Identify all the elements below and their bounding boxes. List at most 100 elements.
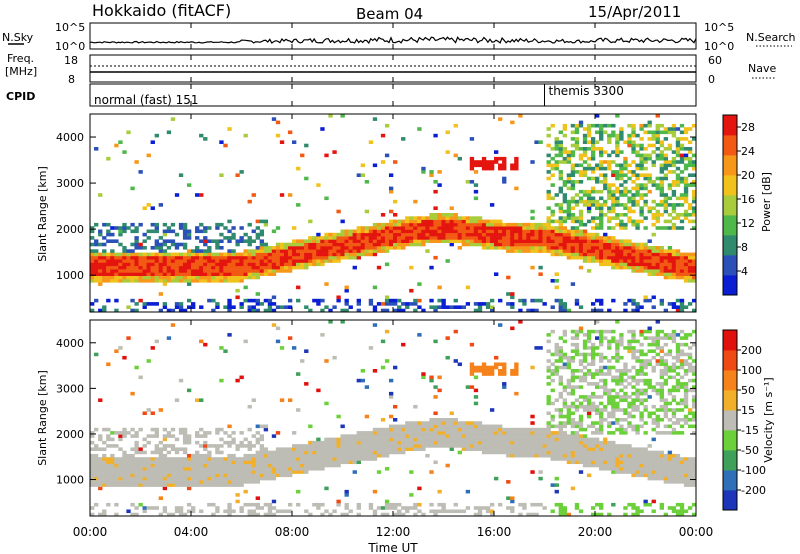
velocity-cell [203,457,208,461]
power-cell [615,147,620,151]
velocity-cell [433,427,438,432]
velocity-cell [279,453,285,458]
power-cell [623,302,628,306]
power-cell [461,305,467,309]
power-cell [372,252,378,257]
velocity-cell [481,506,487,510]
velocity-cell [554,424,559,429]
velocity-cell [126,460,131,465]
power-cell [542,222,547,227]
velocity-cell [199,476,204,481]
power-cell [627,123,632,128]
power-cell [615,262,620,267]
power-cell [421,166,426,171]
velocity-cell [304,470,309,474]
power-cell [679,259,685,263]
velocity-cell [219,444,224,448]
power-cell [623,222,628,227]
velocity-cell [174,506,180,510]
velocity-cell [562,457,568,461]
velocity-cell [461,447,467,451]
velocity-cell [558,382,563,386]
power-cell [146,265,151,270]
velocity-cell [473,421,479,425]
power-cell [425,229,430,234]
velocity-cell [178,460,184,465]
velocity-cell [643,470,648,474]
power-cell [570,183,576,187]
velocity-cell [263,470,269,474]
velocity-cell [247,447,252,451]
power-cell [275,249,281,253]
power-cell [449,232,454,237]
velocity-cell [599,447,604,451]
velocity-cell [550,401,555,406]
velocity-cell [336,502,341,507]
power-cell [453,213,458,217]
velocity-cell [586,440,592,445]
velocity-cell [542,427,547,432]
power-cell [574,180,580,184]
power-cell [150,262,155,267]
power-cell [651,249,656,253]
power-cell [461,226,467,230]
power-cell [538,226,543,230]
velocity-cell [578,447,584,451]
power-cell [691,255,697,260]
power-cell [170,308,176,313]
velocity-cell [566,450,572,455]
power-cell [635,173,640,177]
power-cell [457,232,462,237]
power-cell [142,239,147,243]
velocity-cell [659,457,664,461]
velocity-cell [627,447,632,451]
power-cell [550,249,555,253]
power-cell [679,147,685,151]
velocity-cell [647,450,652,455]
power-cell [255,232,260,237]
power-cell [146,272,151,276]
power-cell [437,305,442,309]
power-cell [639,127,644,131]
power-cell [675,298,681,303]
velocity-cell [376,437,382,442]
velocity-cell [287,447,293,451]
velocity-cell [380,506,386,510]
power-cell [215,255,220,260]
power-cell [489,229,495,234]
power-cell [481,156,487,161]
power-cell [368,229,374,234]
power-cell [287,242,293,247]
velocity-cell [647,326,652,331]
power-cell [344,239,349,243]
velocity-cell [489,434,495,438]
velocity-cell [122,427,127,432]
power-cell [494,242,499,247]
velocity-cell [619,424,624,429]
velocity-cell [643,421,648,425]
velocity-cell [388,444,394,448]
power-cell [102,249,107,253]
power-cell [243,265,248,270]
velocity-cell [158,476,164,481]
power-cell [595,163,600,168]
power-cell [106,229,111,234]
power-cell [227,269,232,273]
velocity-cell [534,512,539,517]
power-cell [215,222,220,227]
velocity-cell [494,437,499,442]
velocity-cell [138,470,143,474]
velocity-cell [526,512,531,517]
velocity-cell [401,434,406,438]
velocity-cell [393,437,398,442]
power-cell [409,226,414,230]
power-cell [340,232,345,237]
velocity-cell [405,440,410,445]
velocity-cell [332,453,337,458]
velocity-cell [530,365,535,370]
velocity-cell [316,444,321,448]
velocity-cell [651,499,656,504]
power-cell [324,232,329,237]
power-cell [631,130,636,135]
power-cell [574,143,580,148]
